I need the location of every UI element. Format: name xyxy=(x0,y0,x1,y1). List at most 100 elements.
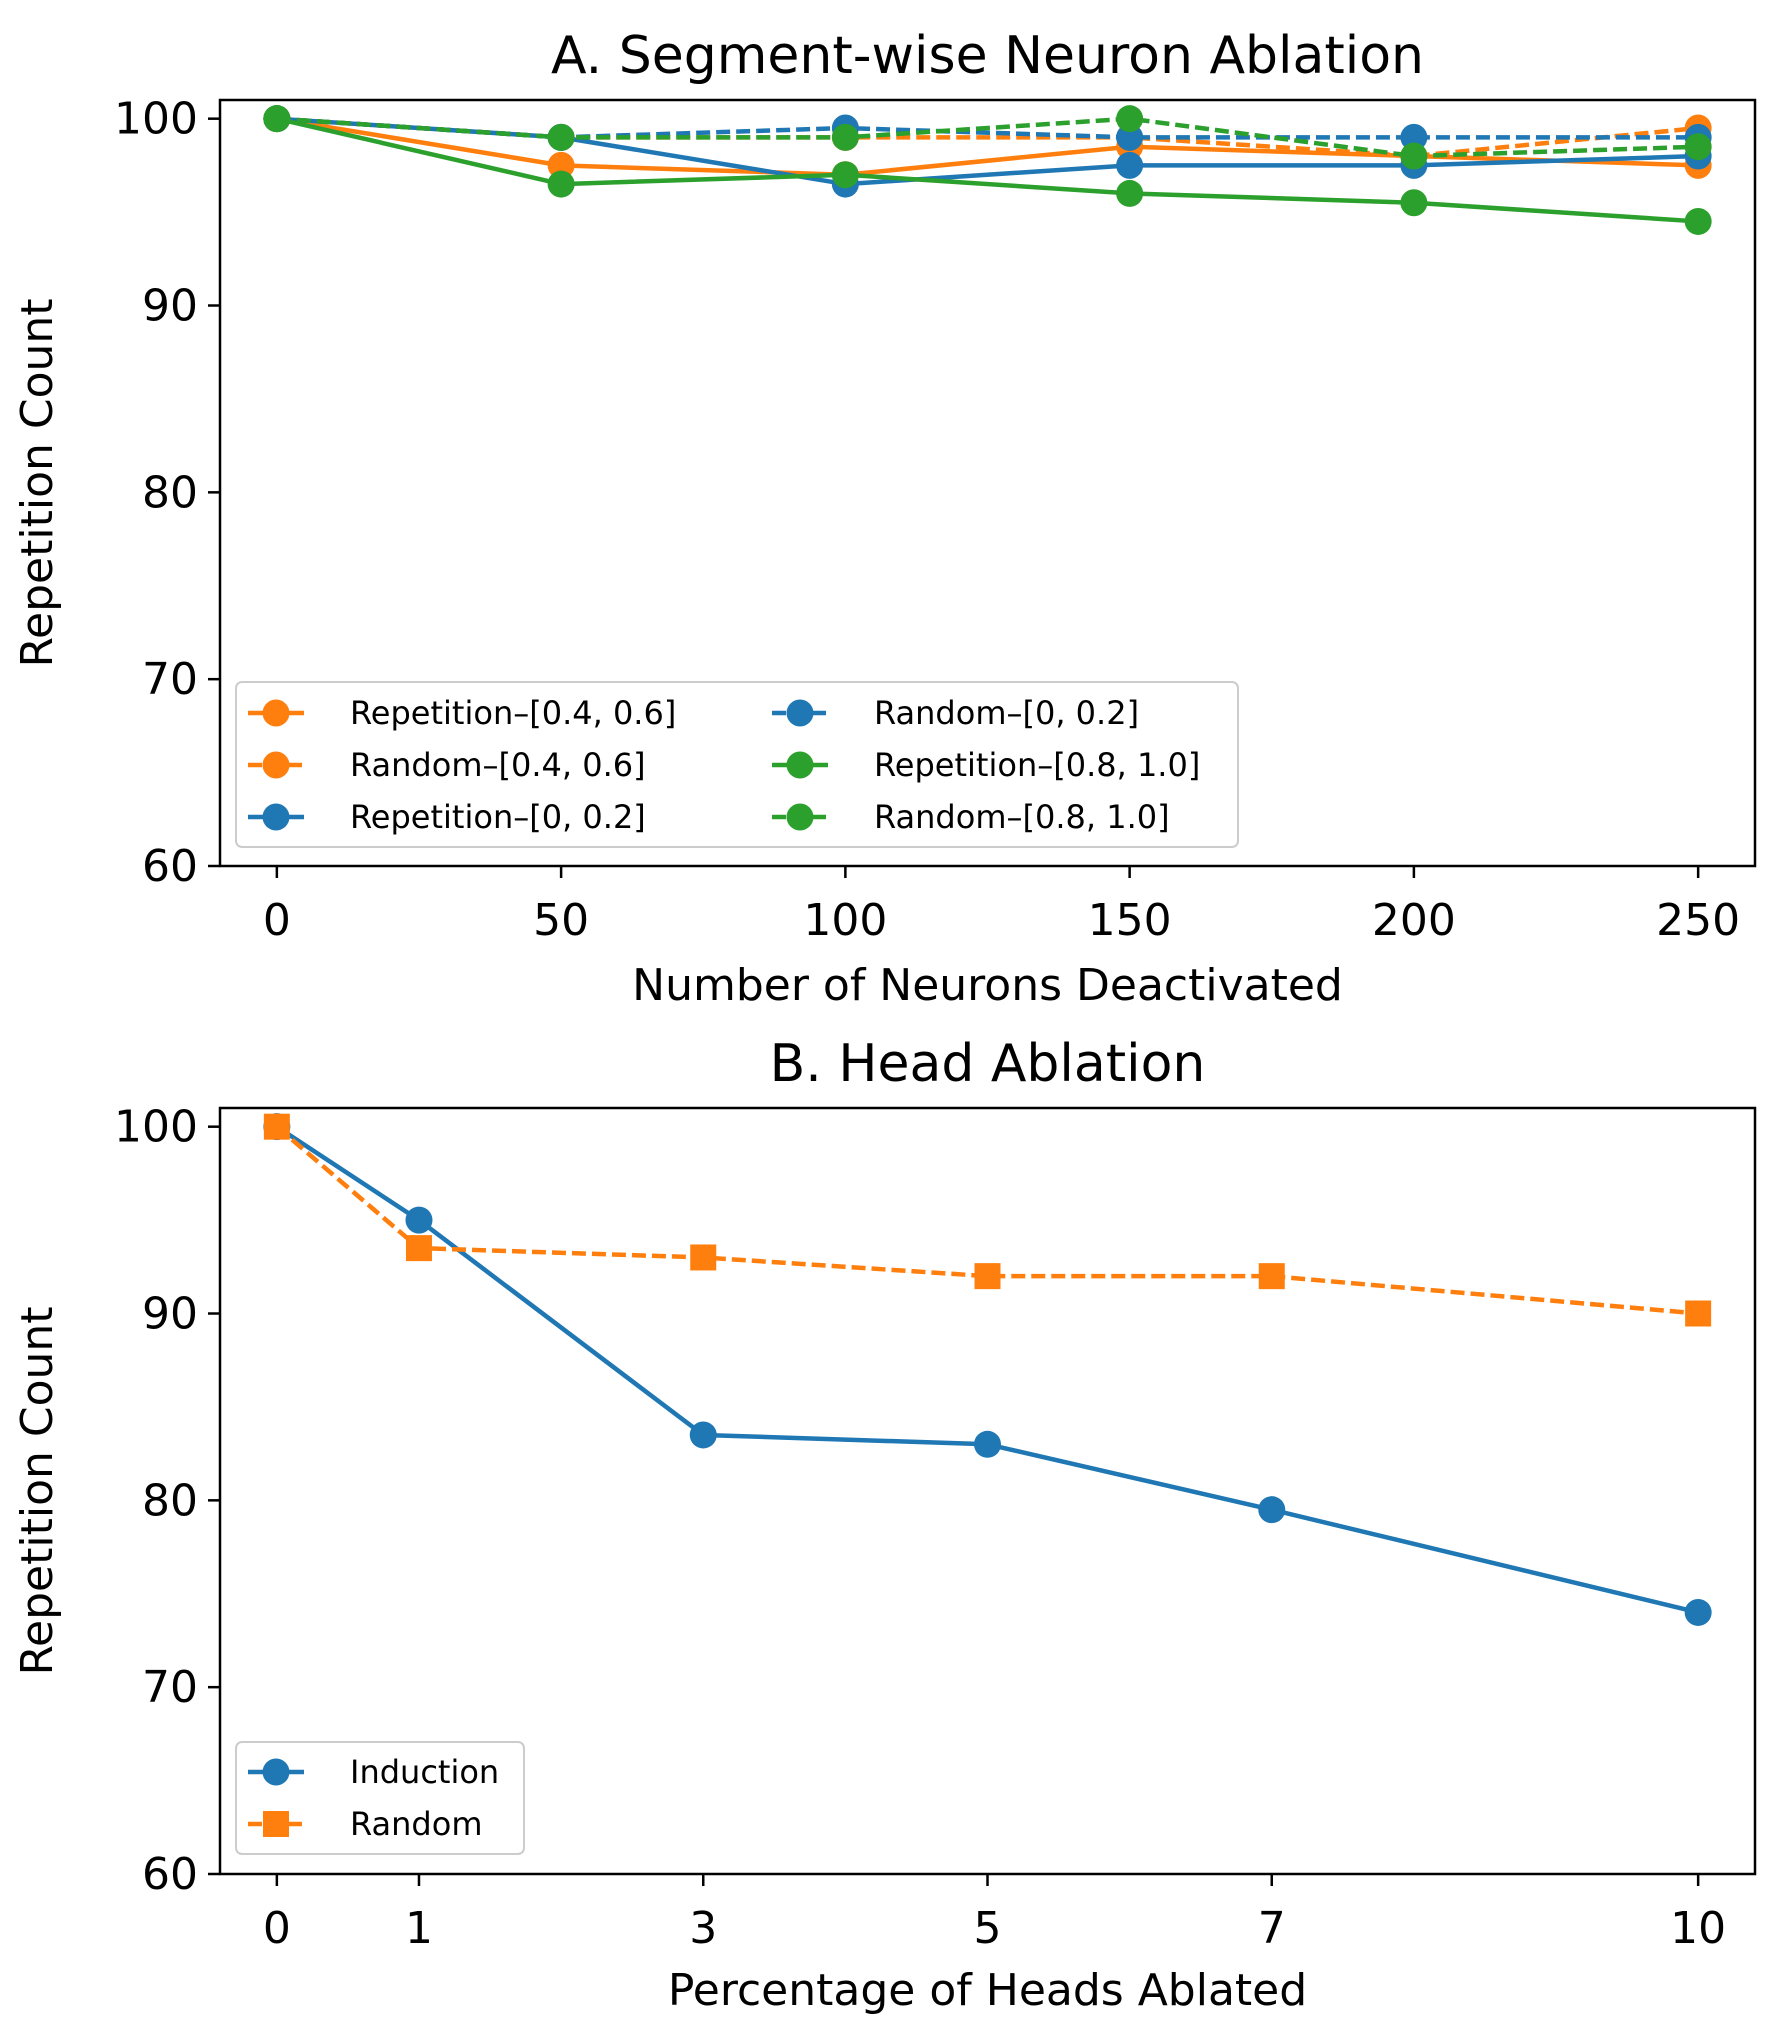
legend-item-3: Repetition–[0, 0.2] xyxy=(248,798,646,836)
legend-label: Random xyxy=(350,1805,482,1843)
x-tick-label: 150 xyxy=(1088,895,1172,946)
legend-item-1: Repetition–[0.4, 0.6] xyxy=(248,694,676,732)
data-point xyxy=(547,151,575,179)
y-tick-label: 80 xyxy=(142,467,198,518)
data-point xyxy=(263,1113,290,1140)
data-point xyxy=(1400,189,1428,217)
y-tick-label: 70 xyxy=(142,654,198,705)
legend-label: Induction xyxy=(350,1753,499,1791)
series-line xyxy=(275,1124,1699,1615)
data-point xyxy=(1116,179,1144,207)
series-line xyxy=(276,116,1699,159)
data-point xyxy=(831,161,859,189)
legend-item-5: Repetition–[0.8, 1.0] xyxy=(772,746,1200,784)
legend-label: Repetition–[0, 0.2] xyxy=(350,798,646,836)
x-tick-label: 5 xyxy=(974,1903,1002,1954)
data-point xyxy=(547,170,575,198)
legend-marker xyxy=(786,699,814,727)
legend-label: Repetition–[0.8, 1.0] xyxy=(874,746,1200,784)
legend-item-6: Random–[0.8, 1.0] xyxy=(772,798,1170,836)
legend-box xyxy=(235,681,1239,848)
y-axis-label: Repetition Count xyxy=(12,1306,63,1675)
data-point xyxy=(1258,1496,1286,1524)
chart-title: B. Head Ablation xyxy=(770,1034,1206,1094)
data-point xyxy=(263,105,291,133)
data-point xyxy=(831,123,859,151)
data-point xyxy=(1258,1263,1285,1290)
legend-marker xyxy=(262,1758,290,1786)
series-line xyxy=(276,116,1699,159)
data-point xyxy=(974,1430,1001,1458)
y-tick-label: 90 xyxy=(142,281,198,332)
legend-marker xyxy=(262,751,290,779)
chart-title: A. Segment-wise Neuron Ablation xyxy=(551,26,1424,86)
legend-marker xyxy=(786,751,814,779)
data-point xyxy=(1684,1598,1712,1626)
legend-item-4: Random–[0, 0.2] xyxy=(772,694,1139,732)
y-tick-label: 70 xyxy=(142,1662,198,1713)
legend: Induction Random xyxy=(235,1741,525,1855)
data-point xyxy=(1684,207,1712,235)
legend-box xyxy=(235,1741,525,1855)
series-6 xyxy=(263,105,1712,170)
axes-frame xyxy=(218,98,1757,868)
x-tick-label: 200 xyxy=(1372,895,1456,946)
x-tick-label: 250 xyxy=(1656,895,1740,946)
data-point xyxy=(547,123,575,151)
data-point xyxy=(1400,142,1428,170)
series-line xyxy=(275,1124,1699,1316)
data-point xyxy=(974,1263,1001,1290)
legend: Repetition–[0.4, 0.6] Random–[0.4, 0.6] Re… xyxy=(235,681,1239,848)
series-1 xyxy=(263,1113,1712,1626)
data-point xyxy=(1116,151,1144,179)
legend-marker xyxy=(262,699,290,727)
x-tick-label: 3 xyxy=(689,1903,717,1954)
series-5 xyxy=(263,105,1712,235)
data-point xyxy=(405,1235,432,1262)
plot-area xyxy=(263,105,1712,235)
y-tick-label: 100 xyxy=(114,1102,198,1153)
legend-label: Random–[0.8, 1.0] xyxy=(874,798,1170,836)
legend-marker xyxy=(262,803,290,831)
x-tick-label: 7 xyxy=(1258,1903,1286,1954)
chart-panel-1: A. Segment-wise Neuron Ablation 0 50 100 150… xyxy=(12,26,1757,1011)
y-tick-label: 80 xyxy=(142,1475,198,1526)
x-tick-label: 10 xyxy=(1670,1903,1726,1954)
x-tick-label: 1 xyxy=(405,1903,433,1954)
x-axis-label: Number of Neurons Deactivated xyxy=(632,960,1343,1011)
x-tick-label: 0 xyxy=(263,1903,291,1954)
data-point xyxy=(690,1244,717,1271)
x-tick-label: 100 xyxy=(803,895,887,946)
x-axis-label: Percentage of Heads Ablated xyxy=(668,1965,1307,2016)
y-tick-label: 60 xyxy=(142,1849,198,1900)
data-point xyxy=(1685,1300,1712,1327)
series-line xyxy=(276,116,1699,177)
series-line xyxy=(276,116,1699,187)
data-point xyxy=(1684,133,1712,161)
legend-label: Repetition–[0.4, 0.6] xyxy=(350,694,676,732)
y-tick-label: 100 xyxy=(114,94,198,145)
legend-label: Random–[0.4, 0.6] xyxy=(350,746,646,784)
y-tick-label: 90 xyxy=(142,1289,198,1340)
x-tick-label: 0 xyxy=(263,895,291,946)
data-point xyxy=(1400,123,1428,151)
legend-item-2: Random xyxy=(248,1805,482,1843)
series-line xyxy=(276,116,1699,140)
plot-area xyxy=(263,1113,1712,1626)
series-line xyxy=(276,116,1699,224)
series-2 xyxy=(263,1113,1712,1327)
data-point xyxy=(689,1421,717,1449)
x-tick-label: 50 xyxy=(533,895,589,946)
y-tick-label: 60 xyxy=(142,841,198,892)
legend-item-2: Random–[0.4, 0.6] xyxy=(248,746,646,784)
legend-label: Random–[0, 0.2] xyxy=(874,694,1139,732)
legend-item-1: Induction xyxy=(248,1753,499,1791)
legend-marker xyxy=(786,803,814,831)
data-point xyxy=(1116,123,1144,151)
y-axis-label: Repetition Count xyxy=(12,298,63,667)
legend-marker xyxy=(263,1811,289,1837)
data-point xyxy=(1116,105,1144,133)
chart-panel-2: B. Head Ablation 0 1 3 5 7 10 60 70 80 90 100 Percen… xyxy=(12,1034,1757,2016)
data-point xyxy=(405,1206,433,1234)
